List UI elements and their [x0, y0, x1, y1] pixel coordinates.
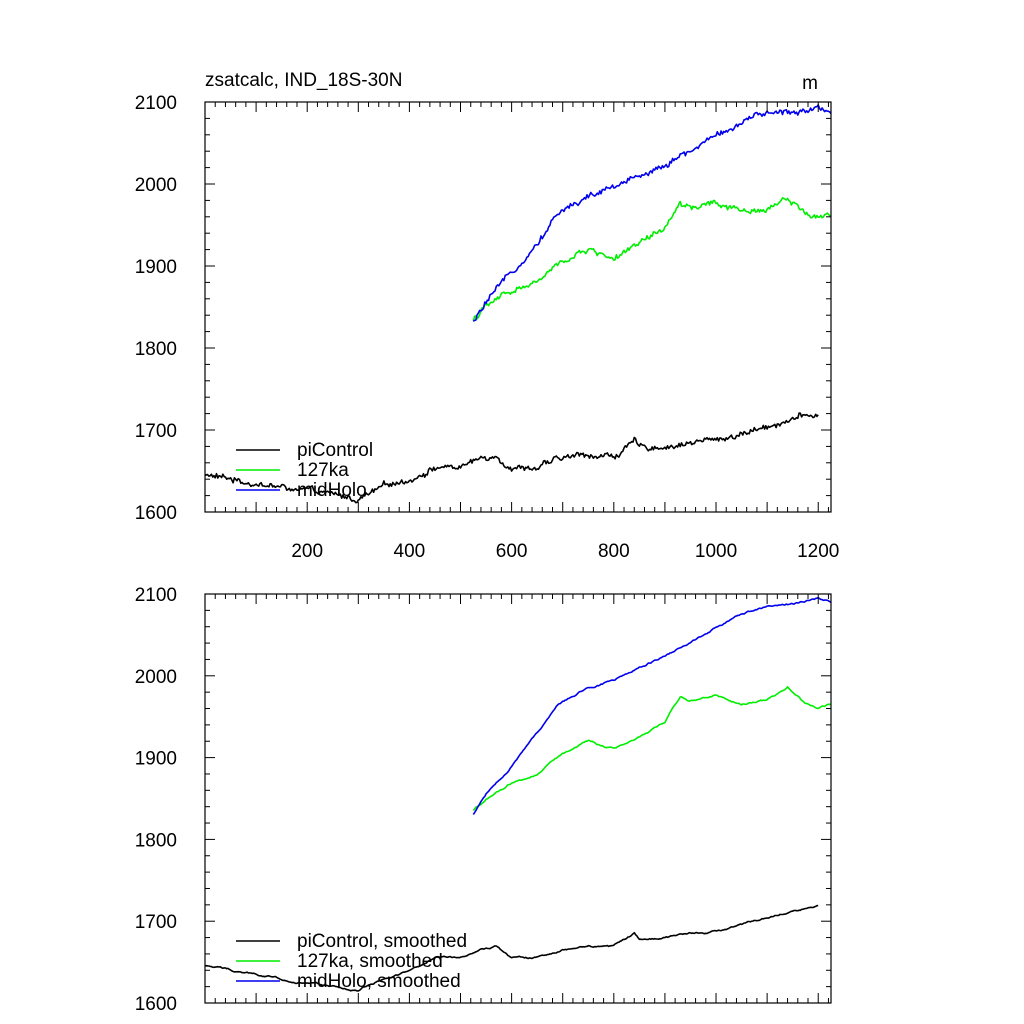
series-line-0: [204, 412, 819, 504]
panel-raw: 1600 1700 1800 1900 2000 2100 200 400 600 800 1000…: [135, 93, 840, 562]
plot-frame: [204, 593, 832, 1004]
series-line-1: [472, 197, 832, 321]
y-tick-label: 1800: [135, 830, 177, 851]
y-tick-label: 1800: [135, 339, 177, 360]
y-tick-label: 1700: [135, 912, 177, 933]
figure-title: zsatcalc, IND_18S-30N: [205, 70, 402, 91]
series-line-0: [204, 904, 819, 992]
y-tick-label: 2000: [135, 175, 177, 196]
y-tick-label: 1900: [135, 257, 177, 278]
x-tick-label: 600: [496, 541, 528, 562]
x-tick-label: 1200: [797, 541, 839, 562]
legend-label: piControl, smoothed: [297, 931, 467, 952]
panel-smoothed: 1600 1700 1800 1900 2000 2100 piControl, smoot…: [135, 585, 832, 1015]
legend-label: midHolo: [297, 480, 367, 501]
legend-label: 127ka: [297, 460, 349, 481]
plot-frame: [204, 101, 832, 513]
legend-label: 127ka, smoothed: [297, 951, 443, 972]
y-tick-label: 1600: [135, 994, 177, 1015]
x-tick-label: 400: [394, 541, 426, 562]
units-label: m: [802, 73, 818, 94]
y-tick-label: 2100: [135, 93, 177, 114]
y-tick-label: 1900: [135, 749, 177, 770]
y-tick-label: 2000: [135, 667, 177, 688]
series-line-2: [472, 104, 832, 323]
y-tick-label: 2100: [135, 585, 177, 606]
series-line-2: [472, 596, 832, 815]
legend-label: piControl: [297, 440, 373, 461]
x-tick-label: 800: [598, 541, 630, 562]
series-line-1: [472, 686, 832, 811]
legend-label: midHolo, smoothed: [297, 971, 461, 992]
x-tick-label: 200: [291, 541, 323, 562]
y-tick-label: 1700: [135, 421, 177, 442]
x-tick-label: 1000: [695, 541, 737, 562]
y-tick-label: 1600: [135, 503, 177, 524]
